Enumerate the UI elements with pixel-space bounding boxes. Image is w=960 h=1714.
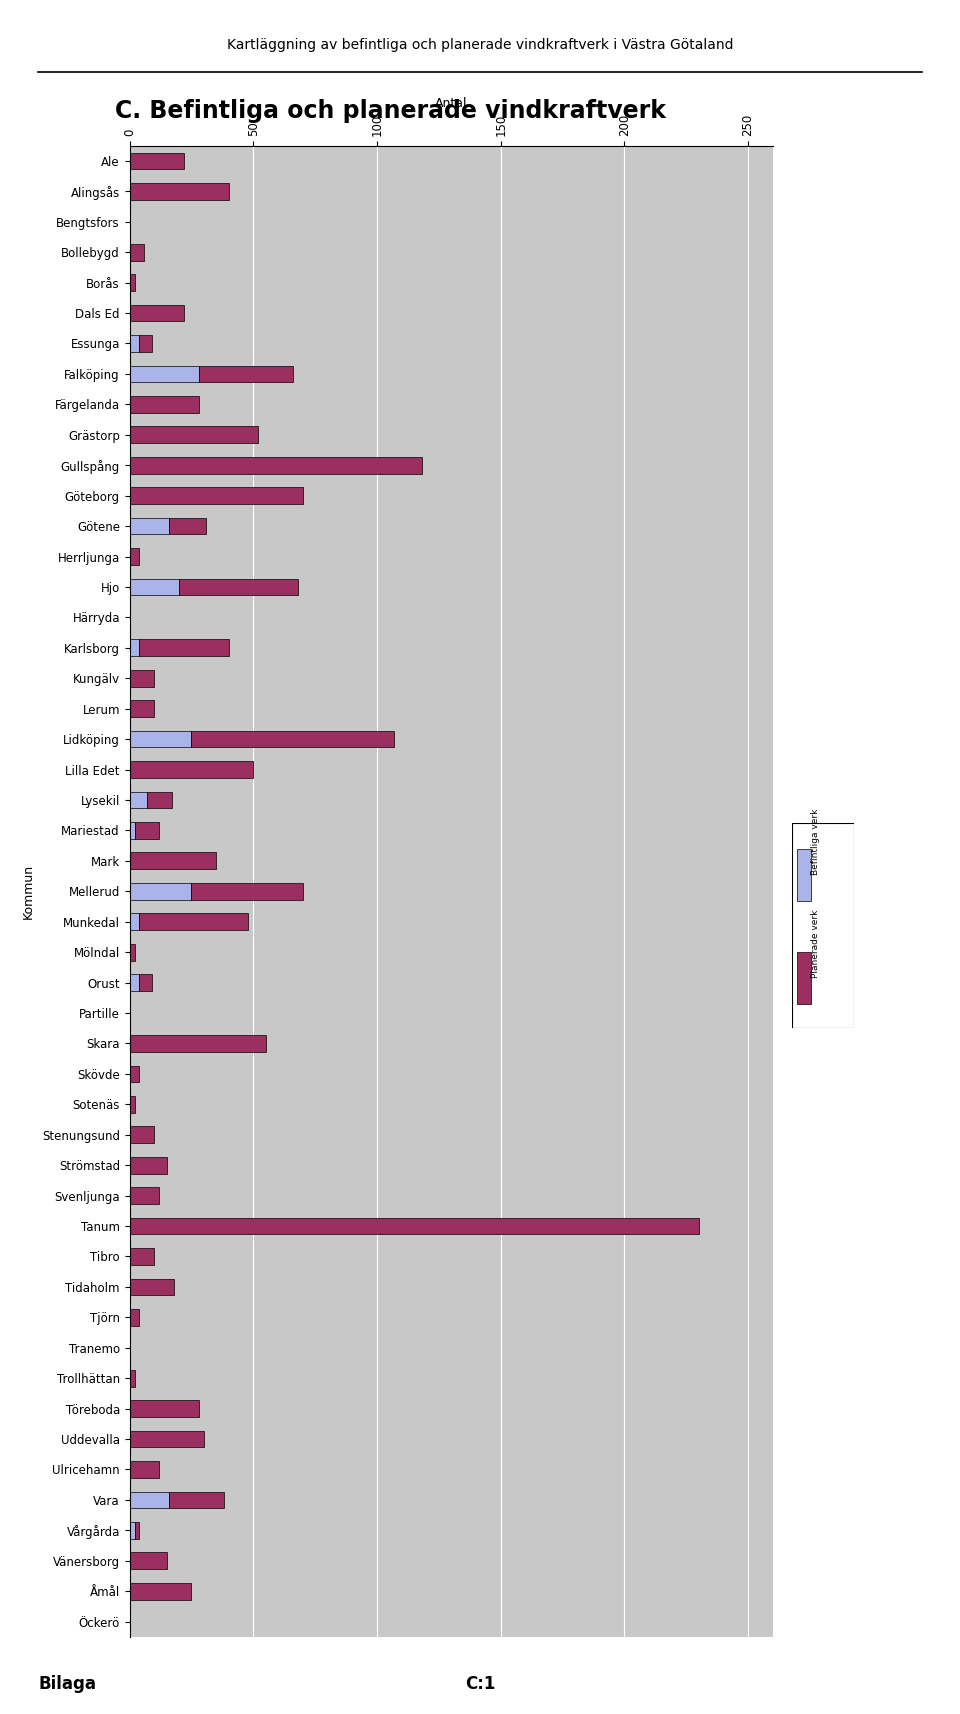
Bar [130, 639, 139, 656]
Bar [169, 518, 206, 535]
FancyBboxPatch shape [792, 823, 854, 1028]
Bar [130, 1431, 204, 1447]
Bar [130, 1400, 199, 1417]
Bar [180, 579, 298, 595]
Bar [130, 274, 134, 291]
Bar [130, 183, 228, 201]
Bar [169, 1491, 224, 1508]
Bar [130, 305, 184, 322]
Bar [191, 730, 395, 747]
Bar [199, 365, 293, 382]
Bar [130, 761, 253, 778]
Bar [797, 953, 810, 1004]
Bar [134, 823, 159, 838]
Bar [130, 243, 144, 261]
Bar [130, 701, 155, 716]
Bar [130, 944, 134, 960]
Bar [130, 1460, 159, 1477]
Bar [130, 518, 169, 535]
Bar [130, 1217, 699, 1234]
Bar [130, 1066, 139, 1082]
Bar [191, 883, 302, 900]
Bar [139, 639, 228, 656]
Bar [139, 974, 152, 991]
Bar [130, 1279, 174, 1296]
Bar [130, 458, 421, 473]
Bar [130, 1582, 191, 1599]
Bar [130, 336, 139, 351]
Bar [130, 1095, 134, 1112]
Bar [134, 1522, 139, 1539]
Bar [797, 850, 810, 902]
Y-axis label: Kommun: Kommun [22, 864, 35, 919]
Text: C:1: C:1 [465, 1675, 495, 1693]
Bar [130, 1553, 167, 1568]
Bar [130, 487, 302, 504]
Bar [130, 1369, 134, 1387]
Bar [130, 823, 134, 838]
Bar [130, 1309, 139, 1325]
Text: Bilaga: Bilaga [38, 1675, 96, 1693]
Bar [130, 1188, 159, 1203]
Bar [130, 1248, 155, 1265]
Bar [130, 579, 180, 595]
Bar [130, 153, 184, 170]
Bar [130, 1035, 266, 1052]
Text: Planerade verk: Planerade verk [811, 910, 820, 979]
Bar [130, 1126, 155, 1143]
Bar [130, 1522, 134, 1539]
Bar [130, 1491, 169, 1508]
Bar [130, 883, 191, 900]
Bar [130, 1157, 167, 1174]
Bar [130, 852, 216, 869]
Bar [147, 792, 172, 809]
Text: C. Befintliga och planerade vindkraftverk: C. Befintliga och planerade vindkraftver… [115, 99, 666, 123]
X-axis label: Antal: Antal [435, 96, 468, 110]
Bar [130, 427, 258, 444]
Bar [130, 914, 139, 931]
Bar [130, 792, 147, 809]
Bar [130, 365, 199, 382]
Bar [139, 336, 152, 351]
Bar [130, 974, 139, 991]
Bar [130, 670, 155, 687]
Text: Kartläggning av befintliga och planerade vindkraftverk i Västra Götaland: Kartläggning av befintliga och planerade… [227, 38, 733, 51]
Bar [139, 914, 249, 931]
Bar [130, 396, 199, 413]
Bar [130, 548, 139, 566]
Bar [130, 730, 191, 747]
Text: Befintliga verk: Befintliga verk [811, 809, 820, 876]
